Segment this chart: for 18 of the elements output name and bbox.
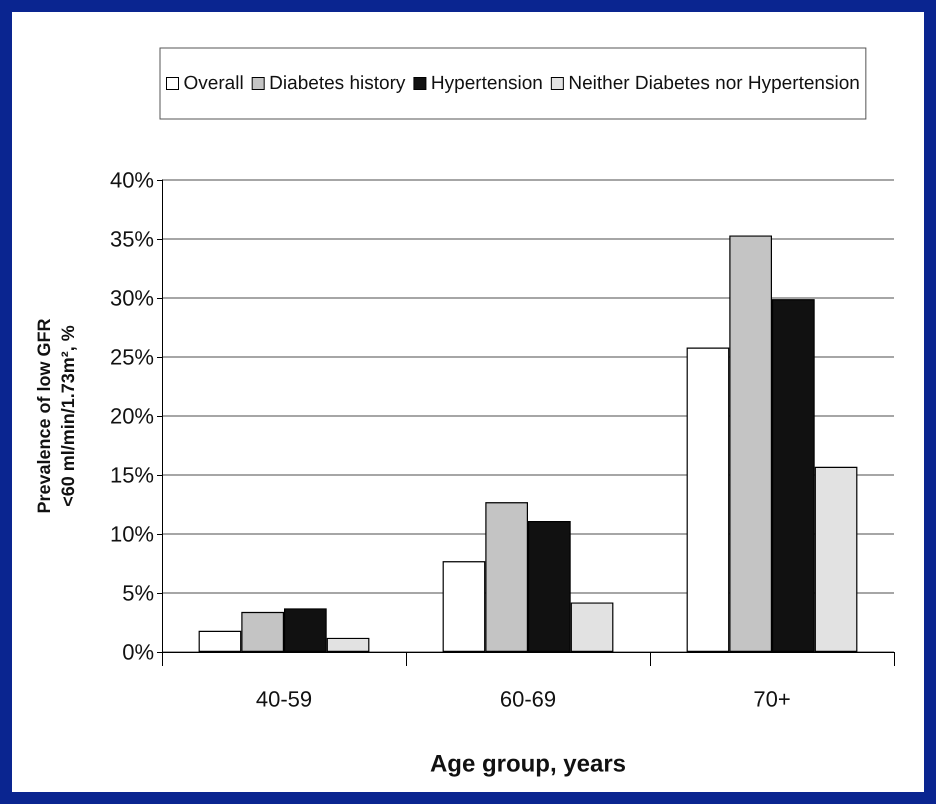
x-tick-label: 70+ [753,686,791,712]
y-tick-label: 0% [122,640,154,664]
legend-label: Neither Diabetes nor Hypertension [568,73,860,94]
legend-label: Hypertension [430,73,543,94]
y-tick-label: 15% [110,462,154,488]
y-tick-label: 5% [122,580,154,606]
y-tick-label: 20% [110,404,154,428]
y-tick-label: 30% [110,286,154,310]
y-tick-label: 25% [110,344,154,370]
legend-label: Diabetes history [269,73,406,94]
y-tick-label: 35% [110,226,154,252]
y-tick-label: 10% [110,522,154,546]
x-tick-label: 40-59 [256,686,312,712]
x-tick-label: 60-69 [500,686,556,712]
y-tick-label: 40% [110,168,154,192]
y-axis-title: Prevalence of low GFR <60 ml/min/1.73m², % [34,318,78,514]
legend-label: Overall [184,73,244,94]
x-axis-title: Age group, years [430,750,626,778]
